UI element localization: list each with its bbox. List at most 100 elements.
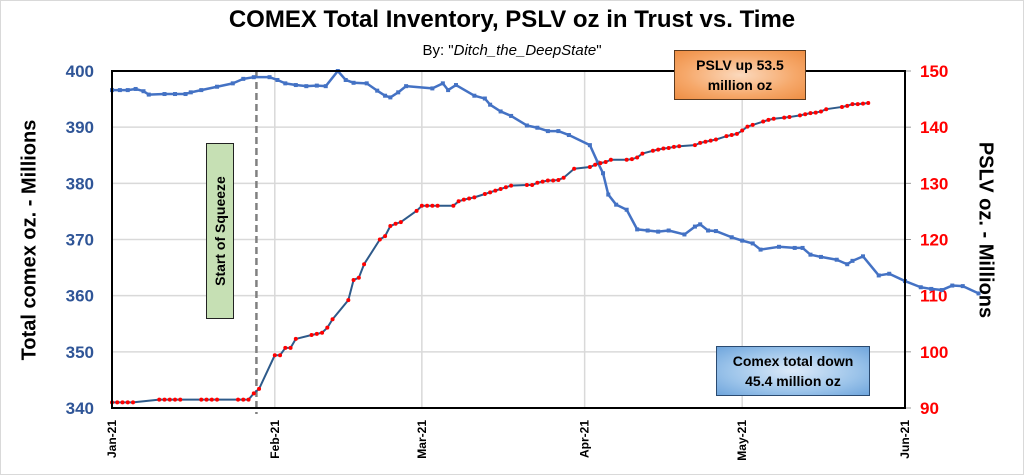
pslv-point <box>398 220 403 225</box>
y-left-tick-label: 370 <box>66 231 94 250</box>
pslv-point <box>808 111 813 116</box>
pslv-point <box>314 331 319 336</box>
comex-point <box>251 75 256 80</box>
pslv-point <box>587 165 592 170</box>
series-comex <box>110 69 981 296</box>
pslv-point <box>430 203 435 208</box>
comex-point <box>404 84 409 89</box>
comex-point <box>645 228 650 233</box>
pslv-point <box>698 140 703 145</box>
comex-point <box>440 81 445 86</box>
comex-point <box>488 102 493 107</box>
pslv-point <box>251 391 256 396</box>
pslv-point <box>320 330 325 335</box>
comex-point <box>566 133 571 138</box>
comex-annotation-line1: Comex total down <box>732 353 854 369</box>
pslv-point <box>178 397 183 402</box>
pslv-point <box>629 157 634 162</box>
pslv-point <box>661 146 666 151</box>
x-tick-label: Jan-21 <box>105 420 119 458</box>
pslv-point <box>236 397 241 402</box>
pslv-point <box>624 157 629 162</box>
pslv-point <box>272 353 277 358</box>
comex-point <box>845 262 850 267</box>
pslv-point <box>782 115 787 120</box>
comex-point <box>535 125 540 130</box>
pslv-point <box>656 147 661 152</box>
pslv-point <box>813 110 818 115</box>
y-left-tick-label: 380 <box>66 174 94 193</box>
pslv-point <box>640 151 645 156</box>
pslv-point <box>482 192 487 197</box>
comex-point <box>364 81 369 86</box>
comex-point <box>351 80 356 85</box>
comex-point <box>430 86 435 91</box>
comex-point <box>876 273 881 278</box>
pslv-point <box>351 277 356 282</box>
pslv-point <box>708 138 713 143</box>
comex-point <box>624 207 629 212</box>
pslv-point <box>535 180 540 185</box>
comex-point <box>141 89 146 94</box>
pslv-point <box>414 208 419 213</box>
comex-point <box>188 90 193 95</box>
pslv-point <box>173 397 178 402</box>
pslv-point <box>215 397 220 402</box>
comex-point <box>834 257 839 262</box>
pslv-point <box>472 195 477 200</box>
x-tick-label: Mar-21 <box>415 420 429 459</box>
pslv-point <box>209 397 214 402</box>
comex-point <box>545 129 550 134</box>
comex-point <box>635 227 640 232</box>
comex-point <box>601 171 606 176</box>
x-tick-label: Apr-21 <box>578 420 592 458</box>
pslv-point <box>530 183 535 188</box>
comex-point <box>750 241 755 246</box>
pslv-annotation-line2: million oz <box>707 77 773 93</box>
pslv-point <box>377 237 382 242</box>
pslv-point <box>545 178 550 183</box>
comex-point <box>125 88 130 93</box>
comex-point <box>162 92 167 97</box>
pslv-point <box>598 161 603 166</box>
subtitle-author: Ditch_the_DeepState <box>453 42 597 59</box>
pslv-point <box>561 175 566 180</box>
pslv-point <box>797 113 802 118</box>
pslv-point <box>803 112 808 117</box>
pslv-point <box>540 179 545 184</box>
pslv-point <box>199 397 204 402</box>
comex-point <box>800 245 805 250</box>
x-tick-label: Jun-21 <box>898 420 912 459</box>
pslv-point <box>855 102 860 107</box>
subtitle-suffix: " <box>596 42 602 59</box>
pslv-point <box>283 345 288 350</box>
comex-point <box>383 93 388 98</box>
pslv-point <box>824 107 829 112</box>
x-axis-ticks: Jan-21 Feb-21 Mar-21 Apr-21 May-21 Jun-21 <box>105 420 912 461</box>
pslv-point <box>346 298 351 303</box>
comex-point <box>293 83 298 88</box>
pslv-line <box>112 102 869 404</box>
pslv-point <box>241 397 246 402</box>
comex-point <box>729 235 734 240</box>
y-left-tick-label: 350 <box>66 343 94 362</box>
comex-point <box>275 77 280 82</box>
pslv-point <box>860 101 865 106</box>
comex-point <box>666 228 671 233</box>
comex-point <box>682 232 687 237</box>
y-left-tick-label: 400 <box>66 62 94 81</box>
pslv-point <box>818 109 823 114</box>
pslv-point <box>456 199 461 204</box>
comex-point <box>199 88 204 93</box>
pslv-point <box>493 188 498 193</box>
pslv-point <box>356 275 361 280</box>
pslv-point <box>362 262 367 267</box>
pslv-point <box>435 203 440 208</box>
comex-annotation: Comex total down 45.4 million oz <box>716 346 870 396</box>
comex-point <box>283 81 288 86</box>
pslv-point <box>330 317 335 322</box>
comex-point <box>230 81 235 86</box>
series-pslv <box>110 101 871 405</box>
plot-border <box>111 70 906 409</box>
comex-point <box>976 291 981 296</box>
